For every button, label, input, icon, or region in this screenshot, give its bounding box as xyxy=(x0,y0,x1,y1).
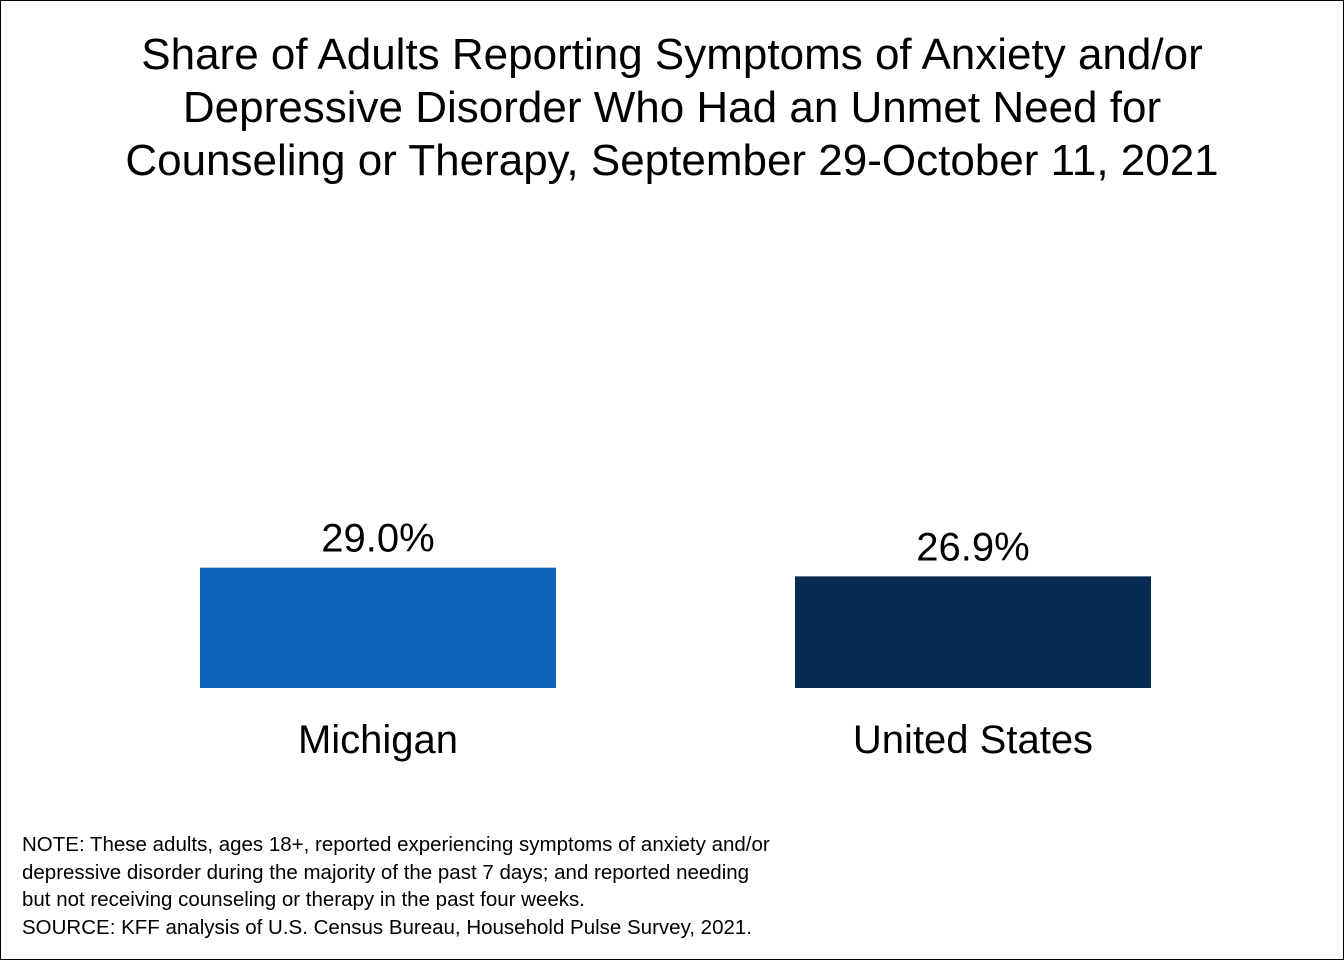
chart-title-line-3: Counseling or Therapy, September 29-Octo… xyxy=(125,136,1219,185)
data-label-united-states: 26.9% xyxy=(916,525,1029,569)
bar-michigan xyxy=(200,567,556,688)
source-line: SOURCE: KFF analysis of U.S. Census Bure… xyxy=(22,915,752,939)
bar-united-states xyxy=(795,576,1151,688)
chart-title-line-1: Share of Adults Reporting Symptoms of An… xyxy=(141,30,1203,79)
bar-chart: 29.0% Michigan 26.9% United States xyxy=(200,517,1151,762)
note-line-2: depressive disorder during the majority … xyxy=(22,860,750,884)
data-label-michigan: 29.0% xyxy=(321,517,434,561)
category-label-united-states: United States xyxy=(853,718,1093,762)
category-label-michigan: Michigan xyxy=(298,718,458,762)
chart-notes: NOTE: These adults, ages 18+, reported e… xyxy=(22,831,770,941)
chart-title-line-2: Depressive Disorder Who Had an Unmet Nee… xyxy=(182,83,1162,132)
note-line-1: NOTE: These adults, ages 18+, reported e… xyxy=(22,833,770,856)
chart-title: Share of Adults Reporting Symptoms of An… xyxy=(0,28,1344,187)
note-line-3: but not receiving counseling or therapy … xyxy=(22,888,585,911)
